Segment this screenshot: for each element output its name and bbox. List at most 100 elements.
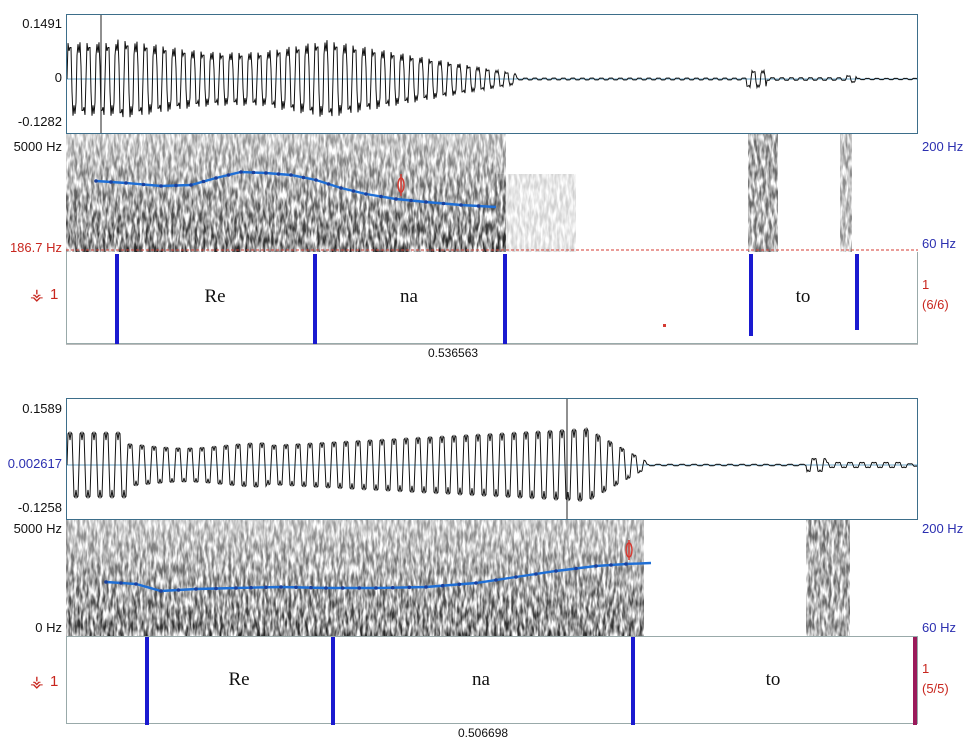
- pitch-bottom-label: 60 Hz: [922, 620, 956, 635]
- interval-boundary[interactable]: [331, 637, 335, 725]
- interval-label[interactable]: na: [472, 669, 490, 690]
- pitch-sample-dot: [134, 582, 138, 586]
- pitch-sample-dot: [189, 183, 193, 187]
- cursor-time-label: 0.536563: [428, 346, 479, 360]
- pitch-sample-dot: [457, 582, 462, 587]
- pitch-sample-dot: [201, 179, 206, 184]
- interval-label[interactable]: Re: [228, 669, 250, 690]
- spectrogram-view[interactable]: [66, 134, 918, 252]
- pitch-sample-dot: [119, 581, 123, 585]
- waveform-trace: [67, 39, 917, 118]
- freq-top-label: 5000 Hz: [13, 139, 62, 154]
- waveform-trace: [67, 426, 917, 503]
- pitch-sample-dot: [159, 184, 163, 188]
- pitch-sample-dot: [407, 585, 412, 590]
- waveform-view[interactable]: [66, 14, 918, 134]
- interval-label[interactable]: to: [765, 669, 781, 690]
- pitch-sample-dot: [624, 562, 628, 566]
- text-grid-tier[interactable]: Re na to: [66, 636, 918, 725]
- tier-number-icon: ⚶: [30, 674, 44, 691]
- pitch-sample-dot: [441, 201, 446, 206]
- interval-label[interactable]: Re: [204, 286, 226, 307]
- tier-right-count: 1: [922, 661, 930, 676]
- pitch-sample-dot: [390, 585, 395, 590]
- pitch-sample-dot: [424, 585, 428, 589]
- pitch-sample-dot: [124, 181, 128, 185]
- pitch-sample-dot: [339, 186, 343, 190]
- pitch-sample-dot: [326, 182, 331, 186]
- spectrogram-view[interactable]: [66, 520, 918, 636]
- pitch-sample-dot: [176, 588, 181, 592]
- pitch-sample-dot: [214, 176, 218, 180]
- pitch-sample-dot: [474, 581, 478, 585]
- interval-boundary[interactable]: [631, 637, 635, 725]
- editor-panel-top: 0.1491 0 -0.1282 5000 Hz 186.7 Hz 200 Hz…: [0, 0, 966, 360]
- pitch-sample-dot: [374, 586, 378, 590]
- interval-boundary[interactable]: [913, 637, 917, 725]
- pitch-sample-dot: [609, 563, 613, 567]
- pitch-sample-dot: [109, 180, 113, 184]
- pitch-sample-dot: [289, 173, 293, 177]
- interval-boundary[interactable]: [145, 637, 149, 725]
- tier-number: 1: [50, 673, 59, 690]
- pitch-sample-dot: [351, 189, 356, 193]
- pitch-cursor-marker: [625, 540, 633, 560]
- freq-bottom-label: 0 Hz: [35, 620, 62, 635]
- pitch-sample-dot: [476, 204, 481, 208]
- interval-boundary[interactable]: [313, 254, 317, 344]
- wave-min-label: -0.1282: [17, 114, 62, 129]
- pitch-sample-dot: [340, 586, 345, 590]
- pitch-sample-dot: [364, 192, 368, 196]
- pitch-sample-dot: [394, 197, 398, 201]
- pitch-sample-dot: [357, 586, 362, 590]
- interval-boundary[interactable]: [749, 254, 753, 336]
- pitch-sample-dot: [324, 586, 328, 590]
- interval-boundary[interactable]: [855, 254, 859, 330]
- tier-number: 1: [50, 286, 59, 303]
- pitch-top-label: 200 Hz: [922, 521, 964, 536]
- pitch-sample-dot: [594, 564, 598, 568]
- pitch-bottom-label: 60 Hz: [922, 236, 956, 251]
- interval-label[interactable]: to: [795, 286, 811, 307]
- pitch-sample-dot: [534, 572, 538, 576]
- pitch-sample-dot: [301, 175, 306, 180]
- pitch-sample-dot: [554, 569, 558, 573]
- spectrogram-svg: [66, 134, 918, 252]
- wave-zero-label: 0.002617: [7, 456, 62, 471]
- interval-boundary[interactable]: [503, 254, 507, 344]
- freq-bottom-label: 186.7 Hz: [9, 240, 62, 255]
- time-axis-line: [66, 344, 918, 345]
- interval-boundary[interactable]: [115, 254, 119, 344]
- pitch-sample-dot: [279, 585, 283, 589]
- editor-panel-bottom: 0.1589 0.002617 -0.1258 5000 Hz 0 Hz 200…: [0, 390, 966, 740]
- waveform-svg: [67, 15, 917, 133]
- pitch-sample-dot: [94, 179, 98, 183]
- pitch-sample-dot: [574, 566, 578, 571]
- pitch-sample-dot: [309, 585, 313, 590]
- pitch-sample-dot: [494, 578, 498, 582]
- waveform-view[interactable]: [66, 398, 918, 520]
- wave-zero-label: 0: [54, 70, 62, 85]
- text-grid-tier[interactable]: Re na to: [66, 252, 918, 344]
- wave-min-label: -0.1258: [17, 500, 62, 515]
- pitch-sample-dot: [264, 171, 268, 175]
- pitch-sample-dot: [194, 587, 198, 591]
- freq-top-label: 5000 Hz: [13, 521, 62, 536]
- pitch-sample-dot: [251, 170, 256, 175]
- tier-right-fraction: (5/5): [922, 681, 949, 696]
- pitch-sample-dot: [294, 585, 298, 590]
- pitch-sample-dot: [174, 183, 178, 188]
- pitch-sample-dot: [409, 198, 413, 203]
- pitch-sample-dot: [104, 580, 108, 584]
- pitch-sample-dot: [234, 586, 238, 590]
- interval-label[interactable]: na: [400, 286, 418, 307]
- pitch-cursor-marker: [397, 174, 405, 196]
- selection-dot: [663, 324, 666, 327]
- pitch-sample-dot: [276, 172, 281, 176]
- pitch-sample-dot: [159, 589, 163, 593]
- pitch-top-label: 200 Hz: [922, 139, 964, 154]
- spectrogram-svg: [66, 520, 850, 636]
- wave-max-label: 0.1491: [22, 16, 62, 31]
- pitch-sample-dot: [440, 583, 445, 588]
- tier-right-fraction: (6/6): [922, 297, 949, 312]
